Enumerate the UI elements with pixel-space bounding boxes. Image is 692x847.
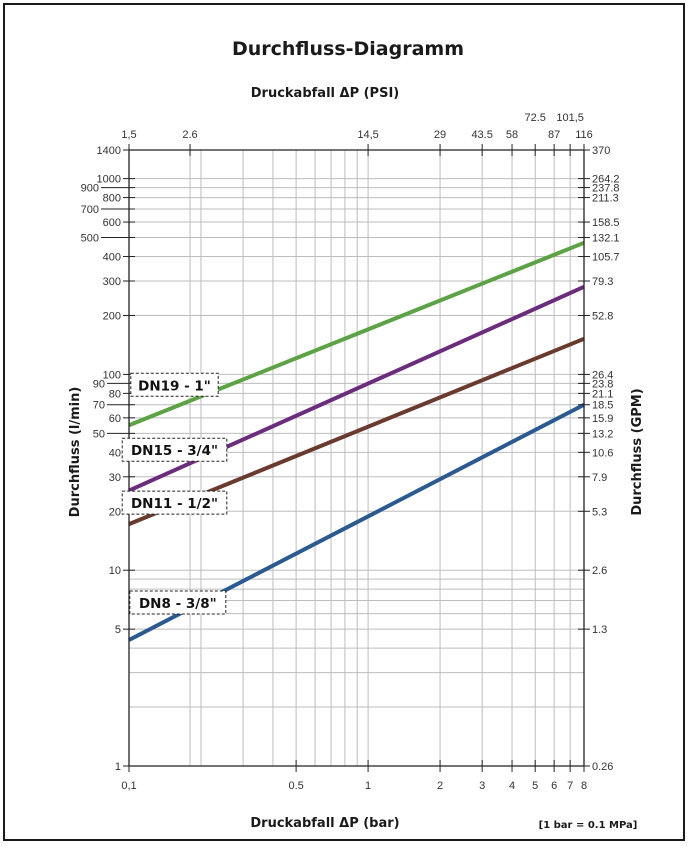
y-right-tick-label: 211.3 (592, 193, 619, 205)
x-tick-label: 7 (567, 780, 573, 792)
y-left-axis-title: Durchfluss (l/min) (68, 387, 83, 518)
series-label-2: DN15 - 3/4" (121, 437, 228, 462)
y-right-tick-label: 5.3 (592, 506, 607, 518)
series-label-text: DN19 - 1" (138, 378, 211, 394)
series-label-text: DN11 - 1/2" (131, 496, 218, 512)
y-tick-label: 60 (109, 413, 121, 425)
x-tick-label: 6 (551, 780, 557, 792)
y-tick-label: 70 (93, 400, 105, 412)
y-right-tick-label: 52.8 (592, 310, 613, 322)
x-top-tick-label: 116 (575, 129, 593, 141)
series-label-box (129, 590, 227, 615)
y-tick-label: 100 (103, 369, 121, 381)
y-tick-label: 80 (109, 388, 121, 400)
x-tick-label: 0,1 (121, 780, 136, 792)
y-right-tick-label: 79.3 (592, 276, 613, 288)
chart-frame: 0,1 0.5 1 2 3 4 5 6 7 8 1,5 2.6 14,5 29 43.5 58 72.5 87 10… (3, 3, 685, 841)
x-top-tick-label: 29 (434, 129, 446, 141)
y-right-tick-label: 2.6 (592, 565, 607, 577)
y-right-axis-title: Durchfluss (GPM) (630, 388, 645, 515)
x-tick-label: 5 (532, 780, 538, 792)
series-label-4: DN8 - 3/8" (129, 590, 227, 615)
series-line-1 (128, 240, 585, 428)
y-right-tick-label: 264.2 (592, 174, 620, 186)
y-tick-label: 1000 (97, 174, 121, 186)
grid (128, 150, 585, 767)
x-top-tick-label: 101,5 (556, 112, 584, 124)
y-tick-label: 1400 (97, 145, 121, 157)
x-axis-title: Druckabfall ΔP (bar) (250, 816, 399, 831)
x-tick-label: 4 (509, 780, 515, 792)
y-right-tick-label: 7.9 (592, 472, 607, 484)
y-tick-label: 200 (103, 310, 121, 322)
series-labels: DN19 - 1" DN15 - 3/4" DN11 - 1/2" DN8 - 3/8… (121, 372, 228, 615)
x-tick-label: 0.5 (288, 780, 303, 792)
y-tick-label: 1 (115, 761, 121, 773)
x-tick-label: 1 (365, 780, 371, 792)
y-tick-label: 20 (109, 506, 121, 518)
x-tick-label: 2 (437, 780, 443, 792)
flow-chart: 0,1 0.5 1 2 3 4 5 6 7 81,5 2.6 14,5 29 43.5 5872.58710… (68, 38, 645, 831)
x-top-tick-label: 72.5 (524, 112, 545, 124)
y-right-tick-label: 0.26 (592, 761, 613, 773)
y-right-tick-label: 21.1 (592, 388, 613, 400)
y-tick-label: 600 (103, 217, 121, 229)
series-label-3: DN11 - 1/2" (121, 490, 228, 515)
y-tick-label: 400 (103, 252, 121, 264)
y-right-tick-label: 15.9 (592, 413, 613, 425)
unit-note: [1 bar = 0.1 MPa] (539, 820, 638, 831)
y-tick-label: 700 (81, 204, 99, 216)
x-top-tick-label: 1,5 (121, 129, 136, 141)
y-right-tick-label: 23.8 (592, 378, 613, 390)
x-tick-label: 3 (479, 780, 485, 792)
x-tick-label: 8 (581, 780, 587, 792)
y-right-tick-label: 13.2 (592, 428, 613, 440)
series-label-1: DN19 - 1" (130, 372, 219, 397)
y-tick-label: 900 (81, 183, 99, 195)
y-tick-label: 10 (109, 565, 121, 577)
y-right-tick-label: 10.6 (592, 447, 613, 459)
y-right-tick-label: 18.5 (592, 400, 613, 412)
y-tick-label: 90 (93, 378, 105, 390)
y-right-tick-label: 132.1 (592, 233, 620, 245)
y-tick-label: 500 (81, 233, 99, 245)
y-right-tick-label: 158.5 (592, 217, 620, 229)
y-tick-label: 30 (109, 472, 121, 484)
series-label-box (130, 372, 219, 397)
series-label-text: DN8 - 3/8" (139, 596, 217, 612)
y-right-tick-label: 1.3 (592, 624, 607, 636)
series-label-text: DN15 - 3/4" (131, 443, 218, 459)
y-tick-label: 40 (109, 447, 121, 459)
x-top-tick-label: 87 (548, 129, 560, 141)
series-label-box (121, 437, 228, 462)
x-top-axis-title: Druckabfall ΔP (PSI) (251, 86, 399, 101)
y-right-tick-label: 237.8 (592, 183, 620, 195)
x-top-tick-label: 14,5 (357, 129, 378, 141)
series-label-box (121, 490, 228, 515)
y-right-tick-label: 26.4 (592, 369, 613, 381)
tick-labels: 0,1 0.5 1 2 3 4 5 6 7 81,5 2.6 14,5 29 43.5 5872.58710… (81, 112, 620, 792)
y-tick-label: 50 (93, 428, 105, 440)
y-tick-label: 5 (115, 624, 121, 636)
x-top-tick-label: 43.5 (471, 129, 492, 141)
y-right-tick-label: 105.7 (592, 252, 620, 264)
x-top-tick-label: 2.6 (182, 129, 197, 141)
chart-title: Durchfluss-Diagramm (232, 38, 464, 60)
y-right-tick-label: 370 (592, 145, 610, 157)
y-tick-label: 300 (103, 276, 121, 288)
x-top-tick-label: 58 (506, 129, 518, 141)
y-tick-label: 800 (103, 193, 121, 205)
